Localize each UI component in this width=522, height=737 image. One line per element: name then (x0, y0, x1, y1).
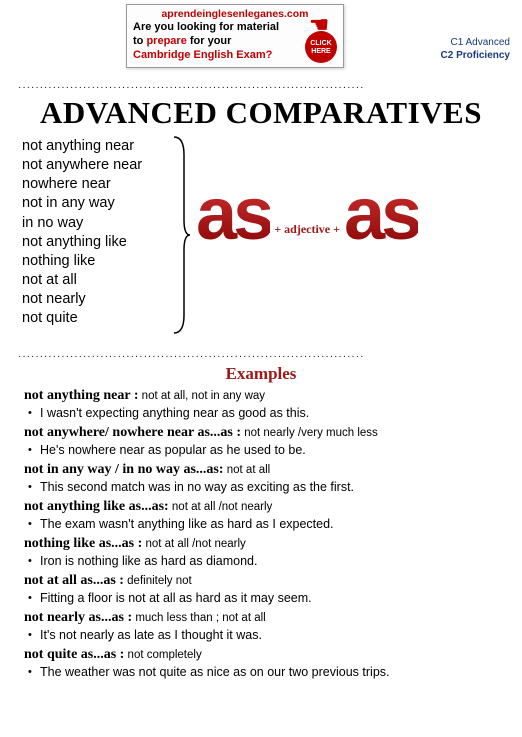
entry-definition: not at all (224, 464, 271, 476)
brace-icon (170, 135, 192, 335)
example-entry: not in any way / in no way as...as: not … (24, 462, 502, 494)
entry-example: He's nowhere near as popular as he used … (40, 443, 502, 457)
click-here-badge[interactable]: CLICK HERE (305, 31, 337, 63)
entry-term: not anything near : (24, 388, 138, 403)
entry-heading: not anything near : not at all, not in a… (24, 388, 502, 404)
plus-adjective: + adjective + (274, 222, 340, 237)
example-entry: not anywhere/ nowhere near as...as : not… (24, 425, 502, 457)
entry-heading: not anywhere/ nowhere near as...as : not… (24, 425, 502, 441)
examples-list: not anything near : not at all, not in a… (0, 388, 522, 679)
page-title: ADVANCED COMPARATIVES (0, 95, 522, 131)
phrase-item: not anything near (22, 137, 142, 156)
entry-definition: not at all /not nearly (169, 501, 273, 513)
entry-term: not quite as...as : (24, 647, 124, 662)
phrase-item: not nearly (22, 290, 142, 309)
entry-definition: not at all /not nearly (142, 538, 246, 550)
entry-heading: not quite as...as : not completely (24, 647, 502, 663)
divider-dots: ········································… (18, 351, 504, 362)
entry-heading: not in any way / in no way as...as: not … (24, 462, 502, 478)
entry-example: The exam wasn't anything like as hard as… (40, 517, 502, 531)
entry-term: not at all as...as : (24, 573, 124, 588)
example-entry: not at all as...as : definitely not Fitti… (24, 573, 502, 605)
entry-definition: not completely (124, 649, 201, 661)
as-word-2: as (344, 181, 418, 248)
entry-term: not anywhere/ nowhere near as...as : (24, 425, 241, 440)
level-labels: C1 Advanced C2 Proficiency (441, 36, 510, 62)
entry-example: This second match was in no way as excit… (40, 480, 502, 494)
example-entry: nothing like as...as : not at all /not n… (24, 536, 502, 568)
phrase-item: nowhere near (22, 175, 142, 194)
entry-term: not nearly as...as : (24, 610, 132, 625)
entry-definition: not nearly /very much less (241, 427, 378, 439)
level-c2: C2 Proficiency (441, 49, 510, 62)
example-entry: not anything like as...as: not at all /n… (24, 499, 502, 531)
header: aprendeinglesenleganes.com Are you looki… (0, 0, 522, 78)
phrase-item: not at all (22, 271, 142, 290)
entry-example: I wasn't expecting anything near as good… (40, 406, 502, 420)
entry-term: not in any way / in no way as...as: (24, 462, 224, 477)
entry-example: Iron is nothing like as hard as diamond. (40, 554, 502, 568)
entry-example: It's not nearly as late as I thought it … (40, 628, 502, 642)
phrase-item: not anywhere near (22, 156, 142, 175)
examples-heading: Examples (0, 364, 522, 384)
phrase-item: nothing like (22, 252, 142, 271)
example-entry: not quite as...as : not completely The we… (24, 647, 502, 679)
example-entry: not anything near : not at all, not in a… (24, 388, 502, 420)
phrase-item: not quite (22, 309, 142, 328)
phrase-list: not anything nearnot anywhere nearnowher… (22, 137, 142, 328)
phrase-item: in no way (22, 214, 142, 233)
entry-heading: nothing like as...as : not at all /not n… (24, 536, 502, 552)
promo-url: aprendeinglesenleganes.com (133, 8, 337, 21)
entry-heading: not at all as...as : definitely not (24, 573, 502, 589)
formula: as + adjective + as (196, 181, 418, 248)
phrase-item: not in any way (22, 194, 142, 213)
entry-heading: not anything like as...as: not at all /n… (24, 499, 502, 515)
entry-example: The weather was not quite as nice as on … (40, 665, 502, 679)
promo-line-2: Are you looking for material (133, 21, 337, 35)
as-word-1: as (196, 181, 270, 248)
entry-term: not anything like as...as: (24, 499, 169, 514)
formula-section: not anything nearnot anywhere nearnowher… (0, 137, 522, 347)
entry-definition: not at all, not in any way (138, 390, 265, 402)
entry-definition: much less than ; not at all (132, 612, 266, 624)
entry-definition: definitely not (124, 575, 192, 587)
divider-dots: ········································… (18, 82, 504, 93)
phrase-item: not anything like (22, 233, 142, 252)
example-entry: not nearly as...as : much less than ; no… (24, 610, 502, 642)
entry-heading: not nearly as...as : much less than ; no… (24, 610, 502, 626)
entry-term: nothing like as...as : (24, 536, 142, 551)
promo-banner[interactable]: aprendeinglesenleganes.com Are you looki… (126, 4, 344, 68)
promo-prepare: prepare (146, 35, 186, 47)
level-c1: C1 Advanced (441, 36, 510, 49)
promo-text: for your (187, 35, 232, 47)
entry-example: Fitting a floor is not at all as hard as… (40, 591, 502, 605)
promo-text: to (133, 35, 146, 47)
